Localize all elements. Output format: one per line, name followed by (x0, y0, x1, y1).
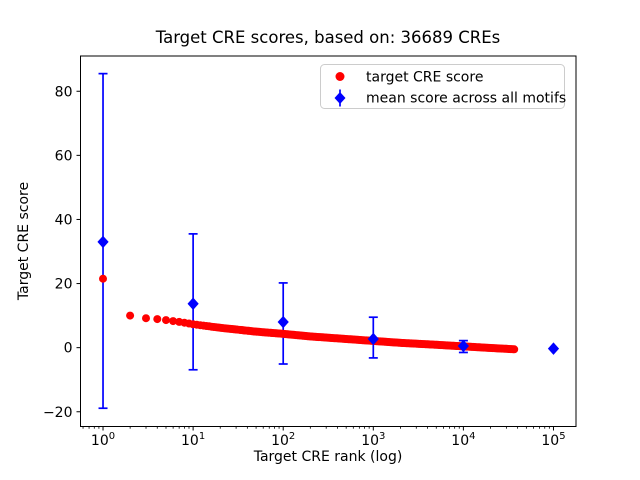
x-tick-label: 100 (91, 431, 115, 449)
mean-score-error-bars (98, 72, 468, 410)
target-cre-score-point (126, 311, 135, 320)
target-cre-score-point (169, 317, 178, 326)
x-tick-label: 104 (451, 431, 475, 449)
target-cre-score-point (142, 314, 150, 323)
legend-box (320, 64, 565, 109)
x-tick-label: 105 (541, 431, 565, 449)
x-axis-label: Target CRE rank (log) (253, 449, 403, 465)
legend-red-circle-icon (335, 72, 345, 81)
y-tick-label: 60 (55, 148, 73, 164)
y-tick-label: −20 (43, 405, 73, 421)
mean-score-diamond-series (97, 235, 560, 355)
mean-score-diamond (97, 235, 109, 249)
mean-score-diamond (277, 315, 289, 329)
chart-title: Target CRE scores, based on: 36689 CREs (155, 28, 501, 47)
mean-score-diamond (457, 339, 469, 353)
legend-label-target-cre-score: target CRE score (366, 70, 483, 86)
target-cre-score-point (99, 274, 107, 283)
target-cre-score-point (510, 345, 519, 354)
target-cre-score-point (153, 315, 162, 324)
legend-blue-diamond-icon (334, 92, 346, 104)
legend-label-mean-score: mean score across all motifs (366, 91, 566, 107)
x-minor-ticks (82, 426, 550, 429)
x-tick-label: 103 (361, 431, 385, 449)
plot-frame (80, 55, 577, 427)
legend: target CRE score mean score across all m… (320, 64, 566, 109)
mean-score-diamond (367, 332, 379, 346)
y-tick-label: 20 (55, 277, 73, 293)
y-ticks: −20 0 20 40 60 80 (43, 84, 81, 421)
x-major-ticks: 100 101 102 103 104 105 (91, 426, 566, 449)
target-cre-score-series (99, 274, 519, 354)
y-tick-label: 0 (64, 341, 73, 357)
target-cre-score-point (162, 316, 170, 325)
x-tick-label: 102 (271, 431, 295, 449)
legend-item-target-cre-score: target CRE score (335, 70, 483, 86)
x-tick-label: 101 (181, 431, 205, 449)
y-tick-label: 40 (55, 212, 73, 228)
y-tick-label: 80 (55, 84, 73, 100)
legend-item-mean-score: mean score across all motifs (334, 89, 566, 107)
y-axis-label: Target CRE score (16, 182, 32, 301)
mean-score-diamond (547, 342, 560, 355)
mean-score-diamond (187, 297, 199, 310)
